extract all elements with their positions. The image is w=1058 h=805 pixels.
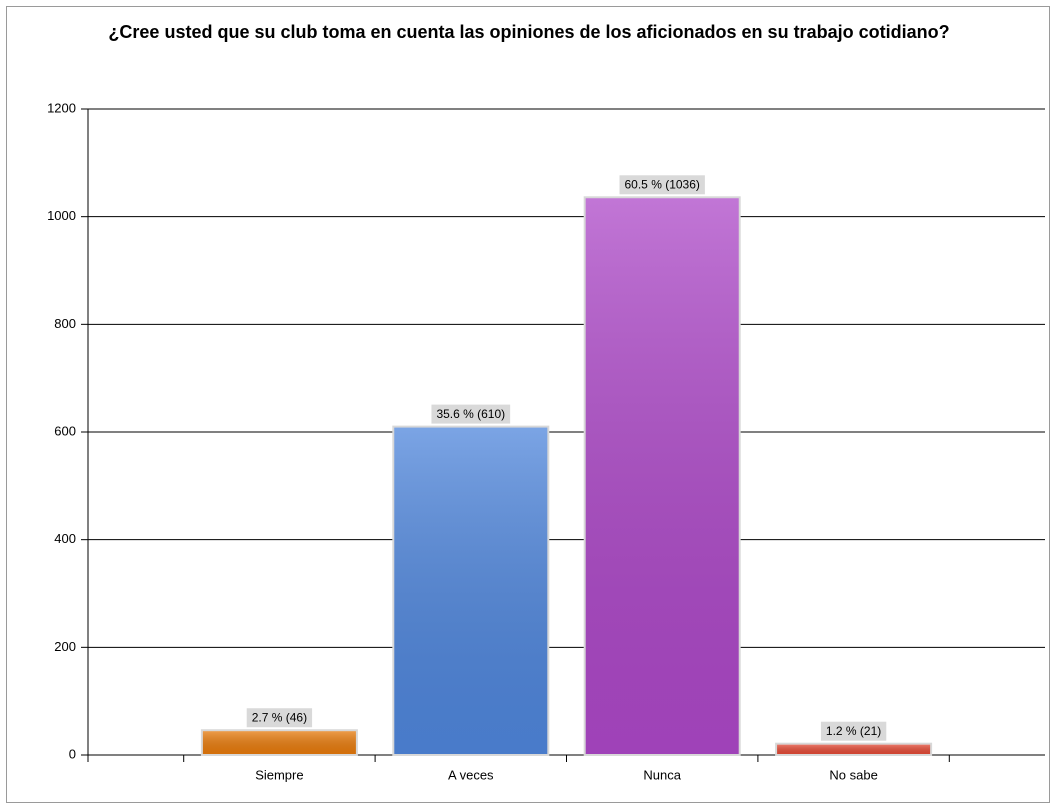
chart-title: ¿Cree usted que su club toma en cuenta l… xyxy=(108,22,950,42)
value-label: 60.5 % (1036) xyxy=(625,177,700,191)
x-tick-label: Nunca xyxy=(643,767,681,782)
y-tick-label: 600 xyxy=(54,423,76,438)
bar-shine xyxy=(777,744,931,754)
bar-shine xyxy=(585,198,739,754)
value-label: 1.2 % (21) xyxy=(826,724,881,738)
x-tick-label: Siempre xyxy=(255,767,303,782)
value-label-bg xyxy=(246,708,313,728)
y-tick-label: 0 xyxy=(69,746,76,761)
value-label: 35.6 % (610) xyxy=(436,407,505,421)
bar-shine xyxy=(394,427,548,754)
chart-frame xyxy=(6,6,1050,803)
y-tick-label: 1200 xyxy=(47,100,76,115)
y-tick-label: 400 xyxy=(54,531,76,546)
x-tick-label: A veces xyxy=(448,767,494,782)
value-label: 2.7 % (46) xyxy=(252,710,307,724)
value-label-bg xyxy=(820,721,887,741)
bar-shine xyxy=(202,731,356,754)
y-tick-label: 1000 xyxy=(47,208,76,223)
x-tick-label: No sabe xyxy=(829,767,877,782)
value-label-bg xyxy=(619,175,705,195)
y-tick-label: 800 xyxy=(54,316,76,331)
y-tick-label: 200 xyxy=(54,639,76,654)
value-label-bg xyxy=(431,404,511,424)
